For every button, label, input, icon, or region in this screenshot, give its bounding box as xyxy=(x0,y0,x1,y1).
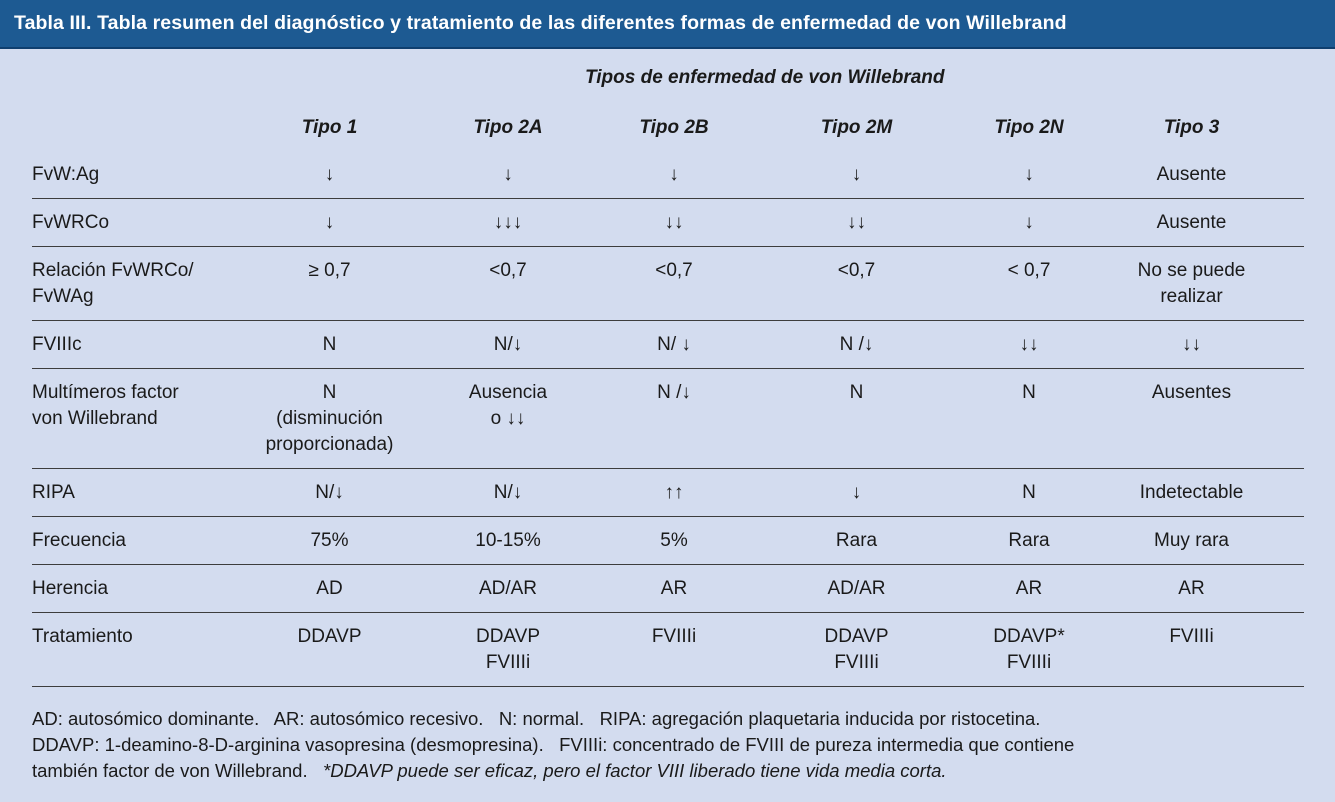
table-cell: ↓↓↓ xyxy=(402,198,614,247)
column-header: Tipo 1 xyxy=(301,117,358,138)
footnote-line-3: también factor de von Willebrand. *DDAVP… xyxy=(32,758,1322,784)
row-label: FvWRCo xyxy=(32,198,257,247)
footnote: AD: autosómico dominante. AR: autosómico… xyxy=(32,706,1322,784)
row-label: Tratamiento xyxy=(32,612,257,687)
table-cell: N (disminución proporcionada) xyxy=(257,368,402,469)
table-cell: Muy rara xyxy=(1079,516,1304,565)
table-cell: Ausente xyxy=(1156,164,1227,185)
row-label: Herencia xyxy=(32,564,257,613)
table-cell: ↓↓ xyxy=(734,198,979,247)
table-row: FVIIIc N N/↓ N/ ↓ N /↓ ↓↓ ↓↓ xyxy=(32,320,1304,369)
column-header: Tipo 2A xyxy=(473,117,543,138)
table-cell: ↓↓ xyxy=(614,198,734,247)
table-cell: Ausencia o ↓↓ xyxy=(402,368,614,469)
table-cell: ≥ 0,7 xyxy=(257,246,402,321)
table-body: FvW:Ag ↓ ↓ ↓ ↓ ↓ Ausente FvWRCo ↓ ↓↓↓ ↓↓ ↓↓ ↓ Ausente… xyxy=(32,151,1304,687)
table-cell: Rara xyxy=(979,516,1079,565)
column-header: Tipo 2N xyxy=(994,117,1064,138)
table-cell: DDAVP* FVIIIi xyxy=(979,612,1079,687)
table-cell: ↓ xyxy=(1024,164,1034,185)
table-cell: N /↓ xyxy=(734,320,979,369)
table-cell: ↓↓ xyxy=(1079,320,1304,369)
table-cell: ↓ xyxy=(503,164,513,185)
table-row: Relación FvWRCo/ FvWAg ≥ 0,7 <0,7 <0,7 <0,7 <… xyxy=(32,246,1304,321)
row-label: Multímeros factor von Willebrand xyxy=(32,368,257,469)
table-cell: N xyxy=(979,368,1079,469)
table-cell: N/ ↓ xyxy=(614,320,734,369)
table-cell: Ausentes xyxy=(1079,368,1304,469)
table-cell: ↓ xyxy=(979,198,1079,247)
table-cell: ↓↓ xyxy=(979,320,1079,369)
footnote-line-3-italic: *DDAVP puede ser eficaz, pero el factor … xyxy=(323,760,947,781)
table-cell: DDAVP FVIIIi xyxy=(734,612,979,687)
table-row: Tratamiento DDAVP DDAVP FVIIIi FVIIIi DDAVP … xyxy=(32,612,1304,687)
footnote-line-3-plain: también factor de von Willebrand. xyxy=(32,760,324,781)
table-cell: Indetectable xyxy=(1079,468,1304,517)
row-label: Frecuencia xyxy=(32,516,257,565)
table-cell: 75% xyxy=(257,516,402,565)
table-title-bar: Tabla III. Tabla resumen del diagnóstico… xyxy=(0,0,1335,49)
row-label: RIPA xyxy=(32,468,257,517)
group-header: Tipos de enfermedad de von Willebrand xyxy=(585,67,945,89)
table-cell: <0,7 xyxy=(614,246,734,321)
table-row: FvWRCo ↓ ↓↓↓ ↓↓ ↓↓ ↓ Ausente xyxy=(32,198,1304,247)
summary-table: Tipo 1 Tipo 2A Tipo 2B Tipo 2M Tipo 2N Tipo 3… xyxy=(32,105,1304,687)
table-cell: Ausente xyxy=(1079,198,1304,247)
table-cell: <0,7 xyxy=(402,246,614,321)
group-header-text: Tipos de enfermedad de von Willebrand xyxy=(585,67,945,88)
table-cell: 10-15% xyxy=(402,516,614,565)
table-cell: No se puede realizar xyxy=(1079,246,1304,321)
table-row: Frecuencia 75% 10-15% 5% Rara Rara Muy rara xyxy=(32,516,1304,565)
column-header: Tipo 3 xyxy=(1163,117,1220,138)
table-cell: N/↓ xyxy=(402,468,614,517)
table-cell: ↓ xyxy=(734,468,979,517)
row-label: FvW:Ag xyxy=(32,164,100,185)
column-header: Tipo 2B xyxy=(639,117,709,138)
table-cell: AR xyxy=(614,564,734,613)
table-title: Tabla III. Tabla resumen del diagnóstico… xyxy=(14,12,1067,34)
table-cell: ↓ xyxy=(257,198,402,247)
table-cell: < 0,7 xyxy=(979,246,1079,321)
table-cell: ↓ xyxy=(669,164,679,185)
footnote-line-1: AD: autosómico dominante. AR: autosómico… xyxy=(32,708,1041,729)
row-label: FVIIIc xyxy=(32,320,257,369)
table-cell: AD xyxy=(257,564,402,613)
table-cell: N xyxy=(257,320,402,369)
table-cell: N /↓ xyxy=(614,368,734,469)
table-cell: Rara xyxy=(734,516,979,565)
table-row: Herencia AD AD/AR AR AD/AR AR AR xyxy=(32,564,1304,613)
table-cell: N xyxy=(979,468,1079,517)
table-cell: AD/AR xyxy=(734,564,979,613)
row-label: Relación FvWRCo/ FvWAg xyxy=(32,246,257,321)
table-cell: ↓ xyxy=(851,164,862,185)
column-header: Tipo 2M xyxy=(820,117,893,138)
table-cell: ↓ xyxy=(324,164,335,185)
table-cell: AR xyxy=(1079,564,1304,613)
table-cell: AD/AR xyxy=(402,564,614,613)
table-cell: N xyxy=(734,368,979,469)
table-row: FvW:Ag ↓ ↓ ↓ ↓ ↓ Ausente xyxy=(32,151,1304,199)
table-cell: <0,7 xyxy=(734,246,979,321)
footnote-line-2: DDAVP: 1-deamino-8-D-arginina vasopresin… xyxy=(32,734,1075,755)
table-cell: N/↓ xyxy=(402,320,614,369)
table-cell: DDAVP xyxy=(257,612,402,687)
table-cell: FVIIIi xyxy=(614,612,734,687)
table-cell: ↑↑ xyxy=(614,468,734,517)
table-cell: FVIIIi xyxy=(1079,612,1304,687)
column-header-row: Tipo 1 Tipo 2A Tipo 2B Tipo 2M Tipo 2N Tipo 3 xyxy=(32,105,1304,151)
table-cell: DDAVP FVIIIi xyxy=(402,612,614,687)
table-row: RIPA N/↓ N/↓ ↑↑ ↓ N Indetectable xyxy=(32,468,1304,517)
table-cell: N/↓ xyxy=(257,468,402,517)
empty-header-cell xyxy=(32,105,257,151)
table-row: Multímeros factor von Willebrand N (dismi… xyxy=(32,368,1304,469)
table-cell: AR xyxy=(979,564,1079,613)
table-cell: 5% xyxy=(614,516,734,565)
